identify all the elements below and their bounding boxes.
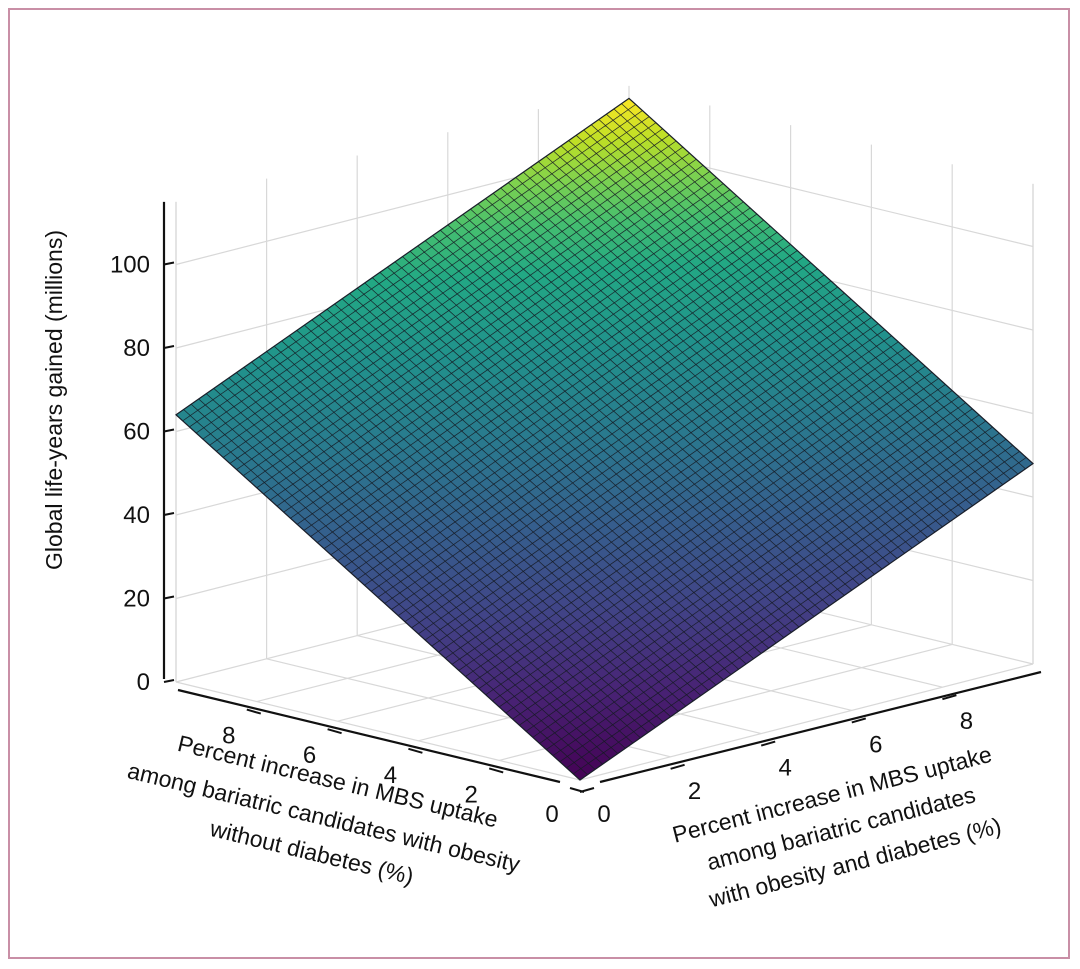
y-tick-label: 0: [597, 801, 610, 828]
x-tick-label: 8: [222, 723, 235, 750]
x-tick: [408, 747, 423, 754]
axes: [162, 201, 1042, 793]
z-tick: [163, 261, 175, 266]
grid-line: [579, 663, 1034, 781]
z-tick: [163, 595, 175, 600]
y-tick-label: 8: [960, 708, 973, 735]
x-axis-line: [177, 688, 561, 784]
y-axis-line: [599, 670, 1042, 784]
surface-outline: [175, 97, 1034, 781]
z-tick: [163, 679, 175, 683]
z-tick: [163, 512, 175, 516]
x-tick-label: 0: [545, 801, 558, 828]
z-tick-label: 40: [123, 502, 150, 529]
z-tick: [163, 428, 175, 433]
y-tick: [760, 740, 776, 747]
x-tick: [488, 767, 504, 774]
y-tick: [579, 787, 595, 793]
y-tick: [851, 717, 867, 724]
y-tick: [942, 694, 957, 701]
z-tick-label: 60: [123, 419, 150, 446]
z-tick-label: 20: [123, 586, 150, 613]
surface-plot: [175, 97, 1034, 781]
y-tick-label: 2: [688, 778, 701, 805]
z-tick: [163, 345, 175, 349]
x-tick: [327, 728, 342, 735]
x-tick: [246, 708, 262, 715]
z-tick-label: 0: [137, 669, 150, 696]
z-tick-label: 80: [123, 335, 150, 362]
x-tick-label: 2: [465, 781, 478, 808]
y-tick-label: 6: [869, 731, 882, 758]
y-tick-label: 4: [779, 755, 792, 782]
y-tick: [670, 763, 685, 770]
z-tick-label: 100: [110, 252, 150, 279]
grid-line: [175, 681, 581, 781]
z-axis-title: Global life-years gained (millions): [41, 230, 67, 570]
x-tick-label: 4: [384, 762, 397, 789]
x-tick-label: 6: [303, 742, 316, 769]
